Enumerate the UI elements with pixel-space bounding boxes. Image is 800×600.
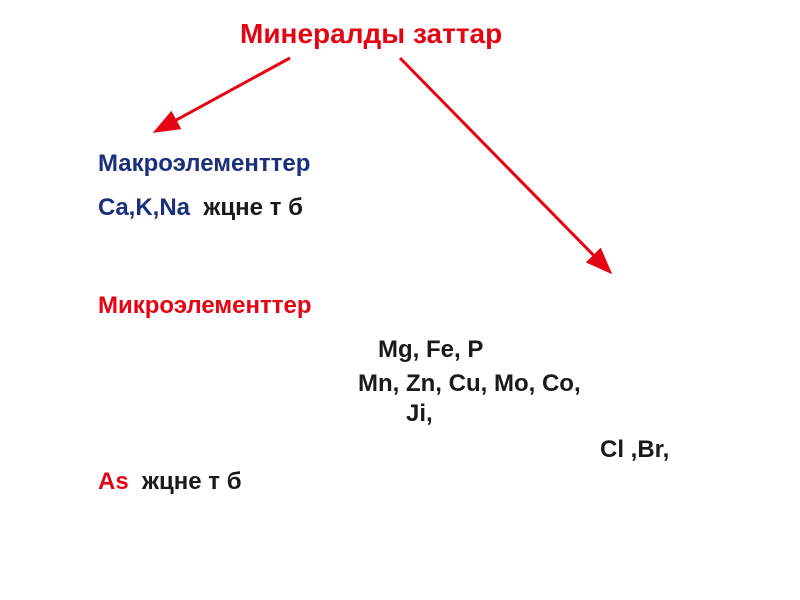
macro-elements: Ca,K,Na жцне т б	[98, 194, 303, 222]
slide: Минералды заттар Макроэлементтер Ca,K,Na…	[0, 0, 800, 600]
micro-as-rest: жцне т б	[129, 468, 242, 495]
micro-as-line: As жцне т б	[98, 468, 242, 496]
micro-line3: Ji,	[406, 400, 433, 428]
diagram-title: Минералды заттар	[240, 18, 502, 50]
micro-as-symbol: As	[98, 468, 129, 495]
arrow-right	[400, 58, 608, 270]
macro-elements-symbols: Ca,K,Na	[98, 194, 190, 221]
micro-line1: Mg, Fe, P	[378, 336, 483, 364]
micro-label: Микроэлементтер	[98, 292, 312, 320]
micro-line2: Mn, Zn, Cu, Mo, Co,	[358, 370, 581, 398]
macro-label: Макроэлементтер	[98, 150, 310, 178]
arrow-left	[158, 58, 290, 130]
micro-line4: Cl ,Br,	[600, 436, 669, 464]
macro-elements-rest: жцне т б	[190, 194, 303, 221]
